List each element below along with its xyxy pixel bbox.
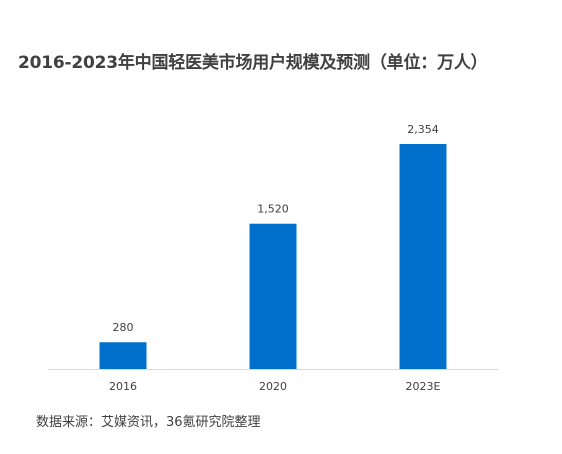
bar-2016 xyxy=(99,342,147,369)
bar-2023e xyxy=(399,144,447,369)
data-label-2020: 1,520 xyxy=(257,203,289,216)
labels-layer: 280 2016 1,520 2020 2,354 2023E xyxy=(109,123,441,393)
x-tick-label-2020: 2020 xyxy=(259,380,287,393)
data-label-2016: 280 xyxy=(113,321,134,334)
source-note: 数据来源：艾媒资讯，36氪研究院整理 xyxy=(36,415,261,430)
bars-layer xyxy=(99,144,447,369)
x-tick-label-2016: 2016 xyxy=(109,380,137,393)
bar-2020 xyxy=(249,223,297,369)
chart-title: 2016-2023年中国轻医美市场用户规模及预测（单位：万人） xyxy=(18,53,488,73)
data-label-2023e: 2,354 xyxy=(407,123,439,136)
x-tick-label-2023e: 2023E xyxy=(406,380,441,393)
